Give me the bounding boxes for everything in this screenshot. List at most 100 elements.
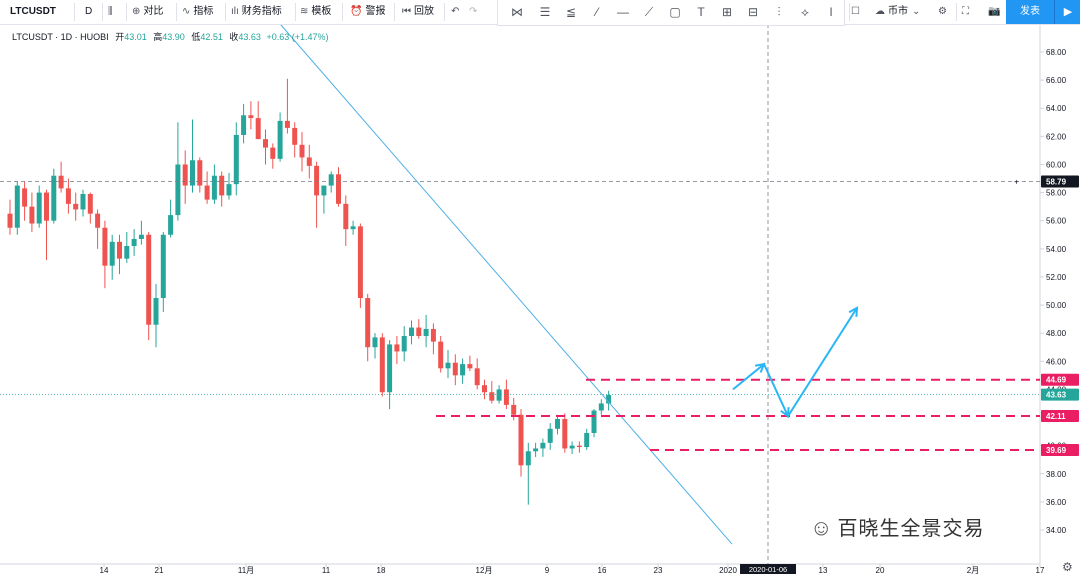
trend-line-tool[interactable]: ⟋ [638,4,660,20]
text-tool[interactable]: T [690,4,712,20]
compare-label: 对比 [143,6,164,17]
settings-button[interactable]: ⚙ [938,0,950,24]
level-price-tag: 39.69 [1046,446,1067,455]
candle-body [284,120,290,128]
brush-tool[interactable]: ⁄ [586,4,608,20]
price-tick-label: 36.00 [1046,498,1067,507]
range-tool[interactable]: ⊟ [742,4,764,20]
snapshot-button[interactable]: 📷 [988,0,1003,24]
redo-icon: ↷ [469,6,478,17]
replay-button[interactable]: ⏮ 回放 [402,0,434,24]
interval-button[interactable]: D [85,0,92,24]
candle-body [518,414,524,466]
fullscreen-button[interactable]: ⛶ [962,0,972,24]
alert-button[interactable]: ⏰ 警报 [350,0,385,24]
cloud-icon: ☁ [875,6,885,17]
rectangle-toggle[interactable]: ☐ [851,0,863,24]
redo-button[interactable]: ↷ [469,0,480,24]
price-tick-label: 64.00 [1046,104,1067,113]
crosshair-price-tag: 58.79 [1046,177,1067,186]
rectangle-tool[interactable]: ▢ [664,4,686,20]
financials-button[interactable]: ılı 财务指标 [231,0,282,24]
pattern-tool[interactable]: ⋈ [506,4,528,20]
measure-tool[interactable]: ⊞ [716,4,738,20]
undo-button[interactable]: ↶ [451,0,462,24]
candle-body [138,234,144,239]
symbol-search[interactable]: LTCUSDT [10,0,56,24]
alarm-clock-icon: ⏰ [350,6,363,17]
candle-body [292,127,298,145]
projection-path[interactable] [732,307,858,419]
candle-body [65,188,71,204]
chart-style-button[interactable]: ⫼ [108,0,116,24]
bar-chart-icon: ılı [231,6,239,17]
candle-body [131,238,137,247]
bars-pattern-tool[interactable]: ⫶ [768,4,790,20]
templates-button[interactable]: ≋ 模板 [300,0,331,24]
horizontal-line-tool[interactable]: — [612,4,634,20]
candle-body [95,213,101,228]
time-tick-label: 20 [876,566,885,574]
candle-body [336,174,341,204]
parallel-channel-icon: ☰ [539,5,551,19]
bars-pattern-icon: ⫶ [777,5,781,19]
time-tick-label: 21 [155,566,164,574]
financials-label: 财务指标 [241,6,282,17]
play-button[interactable]: ▶ [1054,0,1080,24]
price-tick-label: 52.00 [1046,273,1067,282]
time-tick-label: 17 [1036,566,1045,574]
candle-body [562,418,568,449]
time-tick-label: 11月 [238,566,254,574]
candle-body [182,164,188,186]
trend-line-icon: ⟋ [644,5,654,19]
series-legend: LTCUSDT · 1D · HUOBI 开43.01 高43.90 低42.5… [12,30,329,43]
arrowhead-up [754,362,766,373]
price-tick-label: 48.00 [1046,329,1067,338]
candle-body [606,395,612,404]
axis-settings-button[interactable]: ⚙ [1062,560,1073,574]
candle-body [153,298,159,325]
arrowhead-up [848,306,859,317]
channel-tool[interactable]: ☰ [534,4,556,20]
replay-label: 回放 [414,6,434,17]
candle-body [124,246,130,259]
currency-dropdown[interactable]: ☁ 币市 ⌄ [875,0,923,24]
candle-body [409,327,414,336]
vertical-line-tool[interactable]: ǀ [820,4,842,20]
time-tick-label: 2020 [719,566,737,574]
chevron-down-icon: ⌄ [912,6,921,17]
price-tick-label: 50.00 [1046,301,1067,310]
undo-icon: ↶ [451,6,460,17]
gear-icon: ⚙ [1062,560,1073,574]
candle-body [489,392,495,401]
candle-body [321,185,327,196]
trend-line[interactable] [279,23,733,545]
currency-label: 币市 [888,6,908,17]
hide-drawings-tool[interactable]: ⟡ [794,4,816,20]
candle-body [241,115,247,135]
candle-body [372,337,378,348]
interval-label: D [85,6,93,17]
candle-body [482,385,487,393]
candle-body [569,445,575,449]
compare-button[interactable]: ⊕ 对比 [132,0,163,24]
price-tick-label: 34.00 [1046,526,1067,535]
indicators-button[interactable]: ∿ 指标 [182,0,213,24]
candle-body [248,115,254,119]
candle-body [496,389,502,401]
last-price-tag-bg [1041,388,1079,401]
candle-body [533,448,539,452]
publish-label: 发表 [1020,6,1040,17]
camera-icon: 📷 [988,6,1001,17]
candle-body [87,193,93,214]
arrowhead-down [780,407,790,419]
watermark: ☺ 百晓生全景交易 [810,512,984,541]
wechat-icon: ☺ [810,515,834,540]
crosshair-date-label: 2020-01-06 [749,565,787,574]
candle-body [263,139,268,148]
fib-tool[interactable]: ≦ [560,4,582,20]
candle-body [226,184,232,196]
publish-button[interactable]: 发表 [1006,0,1054,24]
last-price-tag: 43.63 [1046,391,1067,400]
